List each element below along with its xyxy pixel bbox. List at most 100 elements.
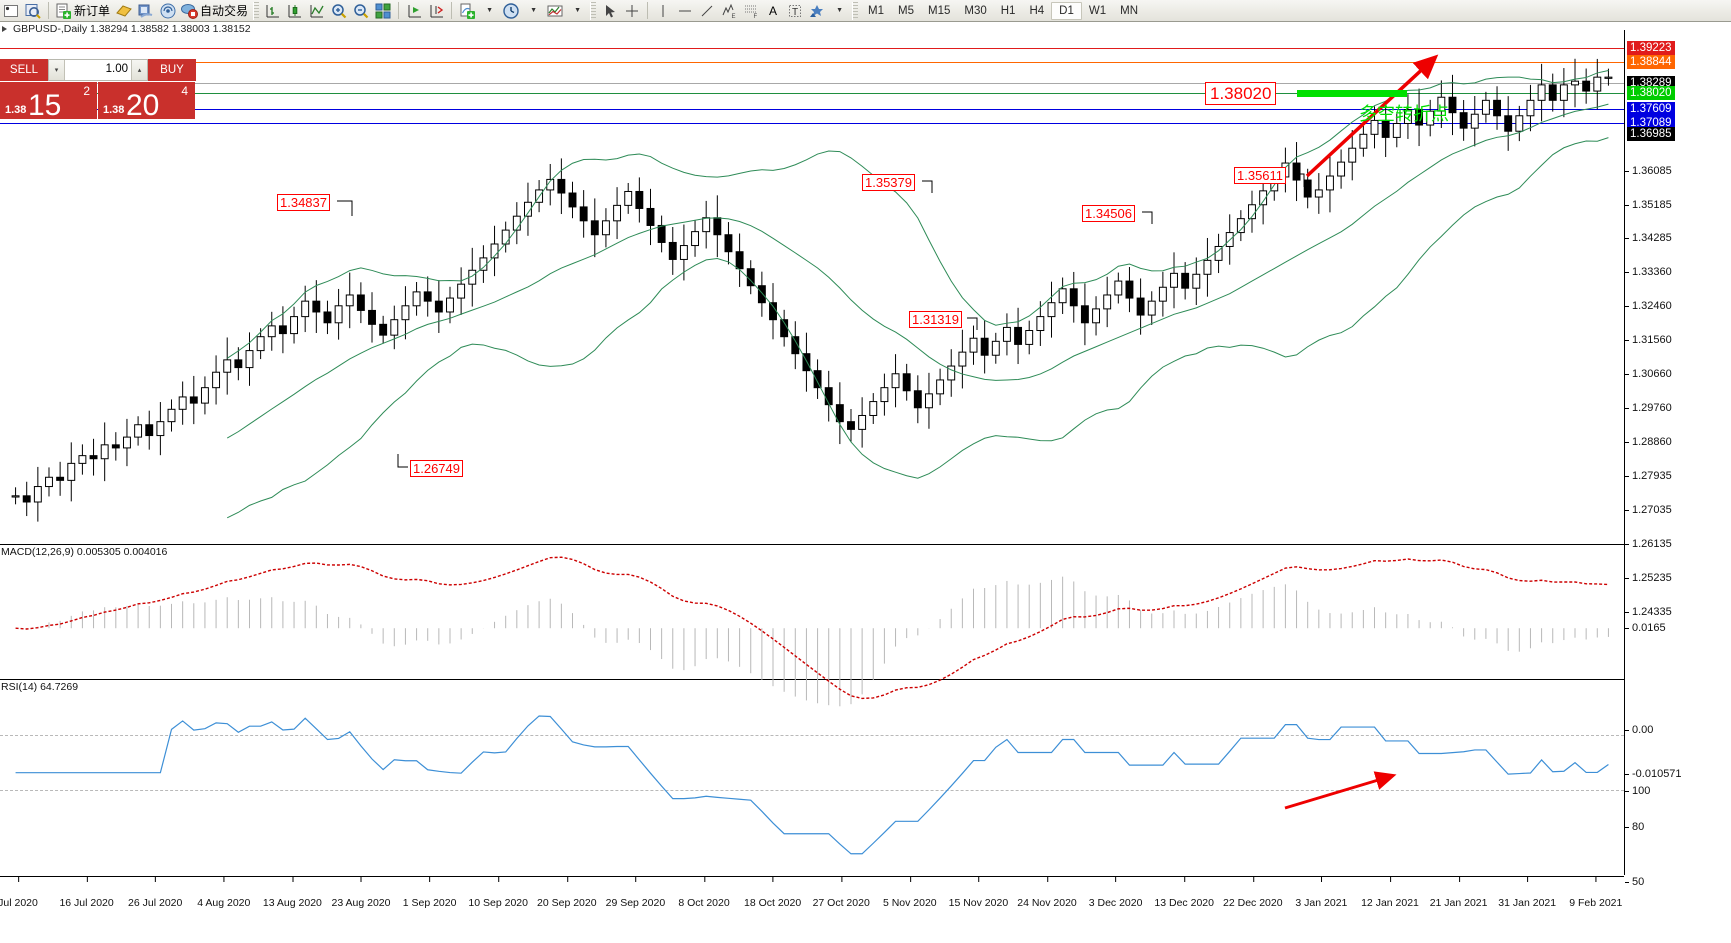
volume-input[interactable]: 1.00 bbox=[105, 63, 128, 75]
volume-stepper[interactable]: ▾ 1.00 ▴ bbox=[48, 59, 148, 81]
buy-price-quote[interactable]: 1.38 20 4 bbox=[98, 82, 195, 121]
main-toolbar: 新订单 自动交易 ▼ ▼ bbox=[0, 0, 1731, 22]
toolbar-grip[interactable] bbox=[590, 1, 597, 20]
zoom-in-icon[interactable] bbox=[328, 1, 350, 21]
timeframe-m5[interactable]: M5 bbox=[898, 4, 914, 17]
price-tick: 1.29760 bbox=[1625, 402, 1672, 414]
indicators-dropdown-icon[interactable]: ▼ bbox=[486, 7, 493, 14]
timeframe-h4[interactable]: H4 bbox=[1029, 4, 1045, 17]
price-tag-1-31319[interactable]: 1.31319 bbox=[909, 311, 962, 328]
bar-chart-icon[interactable] bbox=[262, 1, 284, 21]
level-line-gray bbox=[0, 83, 1624, 84]
symbol-info-text: GBPUSD-,Daily 1.38294 1.38582 1.38003 1.… bbox=[13, 23, 251, 35]
macd-pane[interactable]: MACD(12,26,9) 0.005305 0.004016 bbox=[0, 544, 1624, 707]
trendline-icon[interactable] bbox=[696, 1, 718, 21]
price-tag-1-35611[interactable]: 1.35611 bbox=[1234, 167, 1287, 184]
tile-windows-icon[interactable] bbox=[372, 1, 394, 21]
level-line-1-39223 bbox=[0, 48, 1624, 49]
buy-button[interactable]: BUY bbox=[148, 59, 196, 81]
one-click-trading-panel[interactable]: SELL ▾ 1.00 ▴ BUY 1.38 15 2 1.38 20 4 bbox=[0, 59, 196, 121]
oct-top-row: SELL ▾ 1.00 ▴ BUY bbox=[0, 59, 196, 81]
turning-point-note: 多空转折点 bbox=[1359, 104, 1449, 125]
horizontal-line-icon[interactable] bbox=[674, 1, 696, 21]
auto-scroll-icon[interactable] bbox=[425, 1, 447, 21]
price-tag-1-26749[interactable]: 1.26749 bbox=[410, 460, 463, 477]
volume-decrease-icon[interactable]: ▾ bbox=[49, 60, 65, 80]
timeframe-m15[interactable]: M15 bbox=[928, 4, 951, 17]
shapes-icon[interactable] bbox=[806, 1, 828, 21]
time-tick: 10 Sep 2020 bbox=[468, 877, 528, 909]
zoom-out-icon[interactable] bbox=[350, 1, 372, 21]
strategy-tester-icon[interactable] bbox=[135, 1, 157, 21]
candlestick-chart-icon[interactable] bbox=[284, 1, 306, 21]
chart-window: GBPUSD-,Daily 1.38294 1.38582 1.38003 1.… bbox=[0, 23, 1731, 943]
price-tick: 1.35185 bbox=[1625, 199, 1672, 211]
data-window-icon[interactable] bbox=[22, 1, 44, 21]
cursor-icon[interactable] bbox=[599, 1, 621, 21]
level-line-1-37609 bbox=[0, 109, 1624, 110]
templates-icon[interactable] bbox=[544, 1, 566, 21]
auto-trading-button[interactable]: 自动交易 bbox=[179, 1, 251, 21]
toolbar-divider bbox=[398, 2, 400, 19]
toolbar-grip[interactable] bbox=[852, 1, 859, 20]
shapes-dropdown-icon[interactable]: ▼ bbox=[836, 7, 843, 14]
price-scale[interactable]: 1.36085 1.35185 1.34285 1.33360 1.32460 … bbox=[1625, 30, 1731, 888]
text-label-icon[interactable]: T bbox=[784, 1, 806, 21]
price-tag-1-38020[interactable]: 1.38020 bbox=[1205, 82, 1277, 105]
price-tick: 1.33360 bbox=[1625, 266, 1672, 278]
collapse-arrow-icon[interactable] bbox=[2, 26, 7, 32]
sell-button[interactable]: SELL bbox=[0, 59, 48, 81]
level-line-1-38844 bbox=[0, 62, 1624, 63]
level-line-1-38020 bbox=[0, 93, 1624, 94]
periods-dropdown-icon[interactable]: ▼ bbox=[530, 7, 537, 14]
price-pane[interactable]: 多空转折点 1.34837 1.26749 1.31319 1.35379 1.… bbox=[0, 30, 1624, 542]
price-tag-1-35379[interactable]: 1.35379 bbox=[862, 174, 915, 191]
indicators-icon[interactable] bbox=[456, 1, 478, 21]
time-tick: 16 Jul 2020 bbox=[59, 877, 114, 909]
symbol-info-bar: GBPUSD-,Daily 1.38294 1.38582 1.38003 1.… bbox=[0, 23, 1624, 36]
market-watch-icon[interactable] bbox=[0, 1, 22, 21]
timeframe-m30[interactable]: M30 bbox=[964, 4, 987, 17]
time-tick: 4 Aug 2020 bbox=[197, 877, 251, 909]
candlestick-series bbox=[11, 58, 1613, 522]
time-scale[interactable]: Jul 2020 16 Jul 2020 26 Jul 2020 4 Aug 2020… bbox=[0, 876, 1624, 943]
price-tick: 1.36085 bbox=[1625, 165, 1672, 177]
time-tick: 31 Jan 2021 bbox=[1498, 877, 1557, 909]
signals-icon[interactable] bbox=[157, 1, 179, 21]
price-axis-separator bbox=[1624, 30, 1625, 875]
toolbar-grip[interactable] bbox=[253, 1, 260, 20]
resistance-zone-block bbox=[1297, 90, 1407, 97]
periods-icon[interactable] bbox=[500, 1, 522, 21]
volume-increase-icon[interactable]: ▴ bbox=[131, 60, 147, 80]
price-tick: 1.34285 bbox=[1625, 232, 1672, 244]
timeframe-h1[interactable]: H1 bbox=[1000, 4, 1016, 17]
text-icon[interactable]: A bbox=[769, 3, 778, 18]
rsi-pane[interactable]: RSI(14) 64.7269 bbox=[0, 679, 1624, 875]
timeframe-w1[interactable]: W1 bbox=[1088, 4, 1107, 17]
crosshair-icon[interactable] bbox=[621, 1, 643, 21]
price-tag-1-34506[interactable]: 1.34506 bbox=[1082, 205, 1135, 222]
time-tick: 24 Nov 2020 bbox=[1017, 877, 1077, 909]
price-tick: 1.27035 bbox=[1625, 504, 1672, 516]
price-level-label: 1.37089 bbox=[1627, 116, 1675, 130]
time-tick: 21 Jan 2021 bbox=[1429, 877, 1488, 909]
timeframe-d1[interactable]: D1 bbox=[1051, 1, 1082, 20]
vertical-line-icon[interactable] bbox=[652, 1, 674, 21]
price-tick: 1.24335 bbox=[1625, 606, 1672, 618]
time-tick: 27 Oct 2020 bbox=[812, 877, 870, 909]
toolbar-divider bbox=[647, 2, 649, 19]
templates-dropdown-icon[interactable]: ▼ bbox=[574, 7, 581, 14]
new-order-button[interactable]: 新订单 bbox=[53, 1, 113, 21]
price-tick: 1.32460 bbox=[1625, 300, 1672, 312]
chart-shift-icon[interactable] bbox=[403, 1, 425, 21]
elliott-wave-icon[interactable]: E bbox=[718, 1, 740, 21]
price-tag-1-34837[interactable]: 1.34837 bbox=[277, 194, 330, 211]
expert-advisors-icon[interactable] bbox=[113, 1, 135, 21]
timeframe-m1[interactable]: M1 bbox=[868, 4, 885, 17]
fibonacci-icon[interactable]: F bbox=[740, 1, 762, 21]
time-tick: 9 Feb 2021 bbox=[1569, 877, 1623, 909]
sell-price-quote[interactable]: 1.38 15 2 bbox=[0, 82, 97, 121]
line-chart-icon[interactable] bbox=[306, 1, 328, 21]
timeframe-mn[interactable]: MN bbox=[1120, 4, 1138, 17]
time-tick: 20 Sep 2020 bbox=[537, 877, 597, 909]
